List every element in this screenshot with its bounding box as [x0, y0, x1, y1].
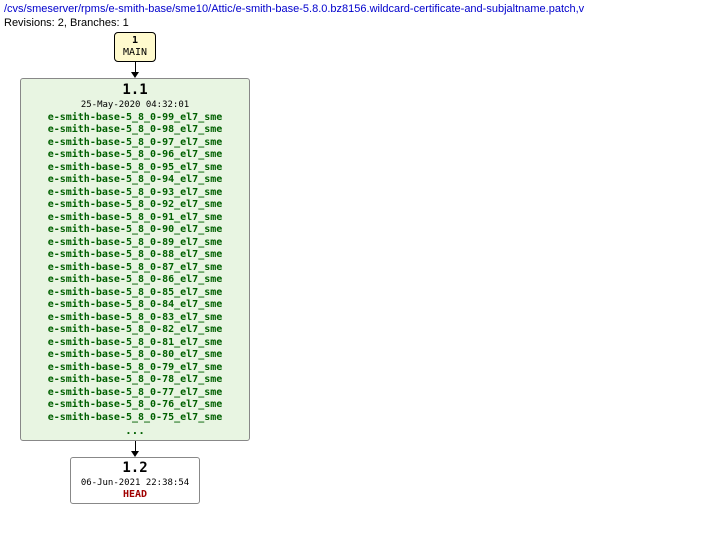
- revisions-summary: Revisions: 2, Branches: 1: [4, 17, 129, 29]
- revision-tag: e-smith-base-5_8_0-91_el7_sme: [27, 212, 243, 225]
- revision-timestamp: 06-Jun-2021 22:38:54: [81, 478, 189, 489]
- revision-tag: e-smith-base-5_8_0-88_el7_sme: [27, 249, 243, 262]
- revision-tag: e-smith-base-5_8_0-81_el7_sme: [27, 337, 243, 350]
- revision-tag: e-smith-base-5_8_0-89_el7_sme: [27, 237, 243, 250]
- header: /cvs/smeserver/rpms/e-smith-base/sme10/A…: [0, 0, 710, 33]
- revision-tag: e-smith-base-5_8_0-94_el7_sme: [27, 174, 243, 187]
- revision-diagram: 1 MAIN 1.1 25-May-2020 04:32:01 e-smith-…: [20, 32, 250, 504]
- revision-tag: e-smith-base-5_8_0-83_el7_sme: [27, 312, 243, 325]
- revision-tag: e-smith-base-5_8_0-98_el7_sme: [27, 124, 243, 137]
- revision-version: 1.1: [27, 82, 243, 100]
- branch-label: MAIN: [123, 47, 147, 59]
- revision-version: 1.2: [81, 460, 189, 478]
- revision-tag: e-smith-base-5_8_0-84_el7_sme: [27, 299, 243, 312]
- connector-line: [135, 441, 136, 451]
- revision-tag: e-smith-base-5_8_0-78_el7_sme: [27, 374, 243, 387]
- revision-tag: e-smith-base-5_8_0-80_el7_sme: [27, 349, 243, 362]
- revision-tag: e-smith-base-5_8_0-99_el7_sme: [27, 112, 243, 125]
- revision-tag: e-smith-base-5_8_0-82_el7_sme: [27, 324, 243, 337]
- revision-tag: e-smith-base-5_8_0-85_el7_sme: [27, 287, 243, 300]
- revision-tag: e-smith-base-5_8_0-75_el7_sme: [27, 412, 243, 425]
- revision-tag: e-smith-base-5_8_0-93_el7_sme: [27, 187, 243, 200]
- revision-tag: e-smith-base-5_8_0-87_el7_sme: [27, 262, 243, 275]
- revision-tag: e-smith-base-5_8_0-79_el7_sme: [27, 362, 243, 375]
- connector-line: [135, 62, 136, 72]
- branch-node-main[interactable]: 1 MAIN: [114, 32, 156, 62]
- revision-tag: e-smith-base-5_8_0-76_el7_sme: [27, 399, 243, 412]
- file-path: /cvs/smeserver/rpms/e-smith-base/sme10/A…: [4, 3, 584, 15]
- revision-tag: e-smith-base-5_8_0-96_el7_sme: [27, 149, 243, 162]
- revision-tags: e-smith-base-5_8_0-99_el7_smee-smith-bas…: [27, 112, 243, 425]
- revision-tag: e-smith-base-5_8_0-92_el7_sme: [27, 199, 243, 212]
- revision-tag: e-smith-base-5_8_0-86_el7_sme: [27, 274, 243, 287]
- revision-tag: e-smith-base-5_8_0-90_el7_sme: [27, 224, 243, 237]
- revision-node-1-1[interactable]: 1.1 25-May-2020 04:32:01 e-smith-base-5_…: [20, 78, 250, 441]
- revision-tag: e-smith-base-5_8_0-97_el7_sme: [27, 137, 243, 150]
- revision-tag: e-smith-base-5_8_0-77_el7_sme: [27, 387, 243, 400]
- head-label: HEAD: [81, 489, 189, 502]
- revision-node-1-2[interactable]: 1.2 06-Jun-2021 22:38:54 HEAD: [70, 457, 200, 504]
- branch-number: 1: [123, 35, 147, 47]
- revision-tag: e-smith-base-5_8_0-95_el7_sme: [27, 162, 243, 175]
- ellipsis: ...: [27, 424, 243, 438]
- revision-timestamp: 25-May-2020 04:32:01: [27, 100, 243, 111]
